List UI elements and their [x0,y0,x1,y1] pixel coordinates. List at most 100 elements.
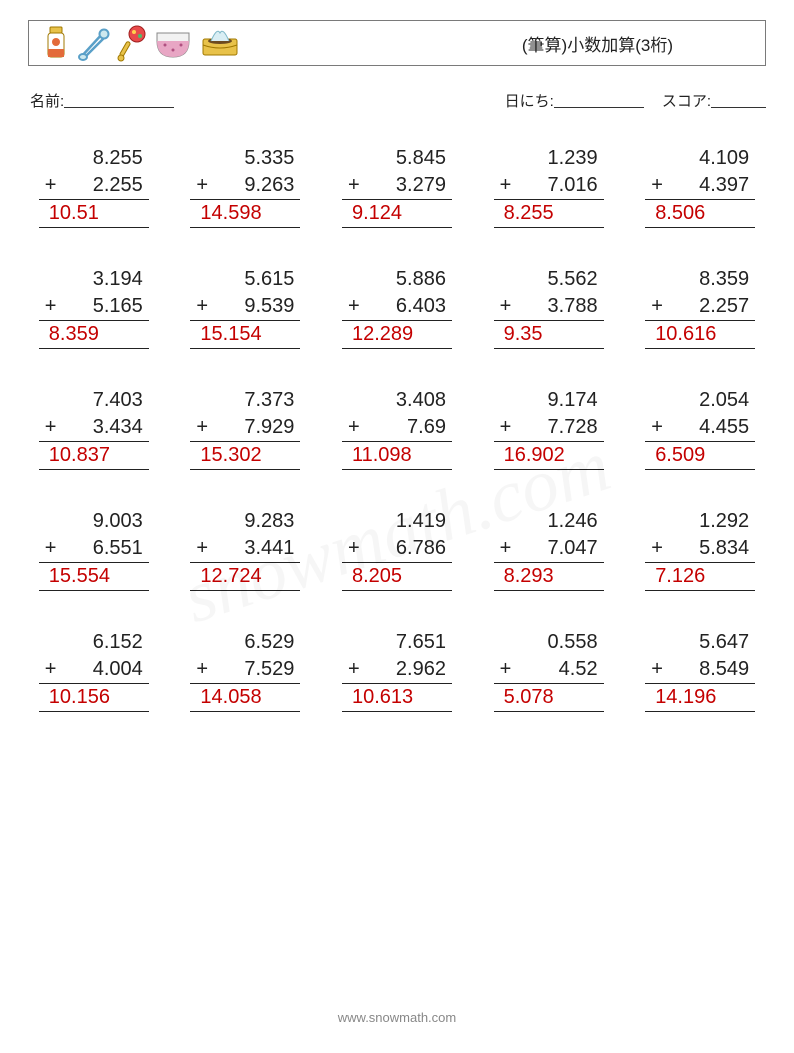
addend-top: 2.054 [645,387,755,414]
lotion-icon [41,23,71,63]
addend-bottom: 9.539 [190,293,300,321]
addend-top: 5.562 [494,266,604,293]
answer: 12.724 [190,563,300,591]
problem: 5.8453.2799.124 [342,145,452,228]
problem: 6.1524.00410.156 [39,629,149,712]
addend-bottom: 7.016 [494,172,604,200]
problem: 9.1747.72816.902 [494,387,604,470]
date-blank[interactable] [554,90,644,108]
addend-top: 6.152 [39,629,149,656]
problem: 1.4196.7868.205 [342,508,452,591]
problem: 8.3592.25710.616 [645,266,755,349]
addend-bottom: 7.728 [494,414,604,442]
problems-grid: 8.2552.25510.515.3359.26314.5985.8453.27… [28,145,766,712]
addend-top: 8.359 [645,266,755,293]
problem: 7.6512.96210.613 [342,629,452,712]
addend-top: 7.373 [190,387,300,414]
answer: 14.058 [190,684,300,712]
addend-bottom: 6.403 [342,293,452,321]
answer: 10.51 [39,200,149,228]
addend-bottom: 7.047 [494,535,604,563]
addend-top: 1.246 [494,508,604,535]
addend-bottom: 7.929 [190,414,300,442]
answer: 10.156 [39,684,149,712]
problem: 6.5297.52914.058 [190,629,300,712]
answer: 6.509 [645,442,755,470]
tissue-box-icon [199,23,241,63]
addend-bottom: 8.549 [645,656,755,684]
problem: 9.2833.44112.724 [190,508,300,591]
addend-top: 1.239 [494,145,604,172]
addend-top: 4.109 [645,145,755,172]
addend-bottom: 5.165 [39,293,149,321]
addend-bottom: 4.397 [645,172,755,200]
answer: 8.359 [39,321,149,349]
problem: 5.6478.54914.196 [645,629,755,712]
addend-bottom: 3.788 [494,293,604,321]
addend-top: 5.886 [342,266,452,293]
problem: 7.3737.92915.302 [190,387,300,470]
addend-bottom: 3.434 [39,414,149,442]
answer: 10.837 [39,442,149,470]
name-blank[interactable] [64,90,174,108]
rattle-icon [117,23,147,63]
answer: 15.302 [190,442,300,470]
diaper-icon [153,23,193,63]
answer: 15.154 [190,321,300,349]
problem: 9.0036.55115.554 [39,508,149,591]
addend-bottom: 7.529 [190,656,300,684]
answer: 14.196 [645,684,755,712]
addend-top: 7.651 [342,629,452,656]
addend-bottom: 9.263 [190,172,300,200]
date-label: 日にち: [505,90,554,111]
problem: 7.4033.43410.837 [39,387,149,470]
answer: 7.126 [645,563,755,591]
problem: 0.5584.525.078 [494,629,604,712]
footer-url: www.snowmath.com [0,1010,794,1025]
problem: 3.1945.1658.359 [39,266,149,349]
worksheet-title: (筆算)小数加算(3桁) [522,31,673,56]
answer: 8.255 [494,200,604,228]
answer: 8.205 [342,563,452,591]
problem: 5.3359.26314.598 [190,145,300,228]
addend-top: 5.647 [645,629,755,656]
addend-top: 5.615 [190,266,300,293]
addend-top: 7.403 [39,387,149,414]
addend-top: 5.335 [190,145,300,172]
problem: 1.2467.0478.293 [494,508,604,591]
answer: 8.293 [494,563,604,591]
addend-top: 5.845 [342,145,452,172]
answer: 5.078 [494,684,604,712]
problem: 8.2552.25510.51 [39,145,149,228]
addend-bottom: 3.279 [342,172,452,200]
answer: 10.616 [645,321,755,349]
worksheet-page: (筆算)小数加算(3桁) 名前: 日にち: スコア: 8.2552.25510.… [0,0,794,1053]
score-blank[interactable] [711,90,766,108]
header-box: (筆算)小数加算(3桁) [28,20,766,66]
addend-bottom: 4.455 [645,414,755,442]
answer: 14.598 [190,200,300,228]
addend-top: 9.283 [190,508,300,535]
problem: 5.8866.40312.289 [342,266,452,349]
addend-bottom: 2.255 [39,172,149,200]
answer: 8.506 [645,200,755,228]
answer: 11.098 [342,442,452,470]
problem: 3.4087.6911.098 [342,387,452,470]
decorative-icons [41,23,241,63]
score-label: スコア: [662,90,711,111]
addend-bottom: 6.551 [39,535,149,563]
addend-bottom: 4.52 [494,656,604,684]
answer: 16.902 [494,442,604,470]
problem: 1.2925.8347.126 [645,508,755,591]
addend-top: 8.255 [39,145,149,172]
answer: 9.35 [494,321,604,349]
addend-top: 1.292 [645,508,755,535]
safety-pin-icon [77,23,111,63]
answer: 12.289 [342,321,452,349]
addend-top: 3.408 [342,387,452,414]
addend-top: 9.003 [39,508,149,535]
answer: 10.613 [342,684,452,712]
answer: 15.554 [39,563,149,591]
problem: 4.1094.3978.506 [645,145,755,228]
addend-top: 9.174 [494,387,604,414]
